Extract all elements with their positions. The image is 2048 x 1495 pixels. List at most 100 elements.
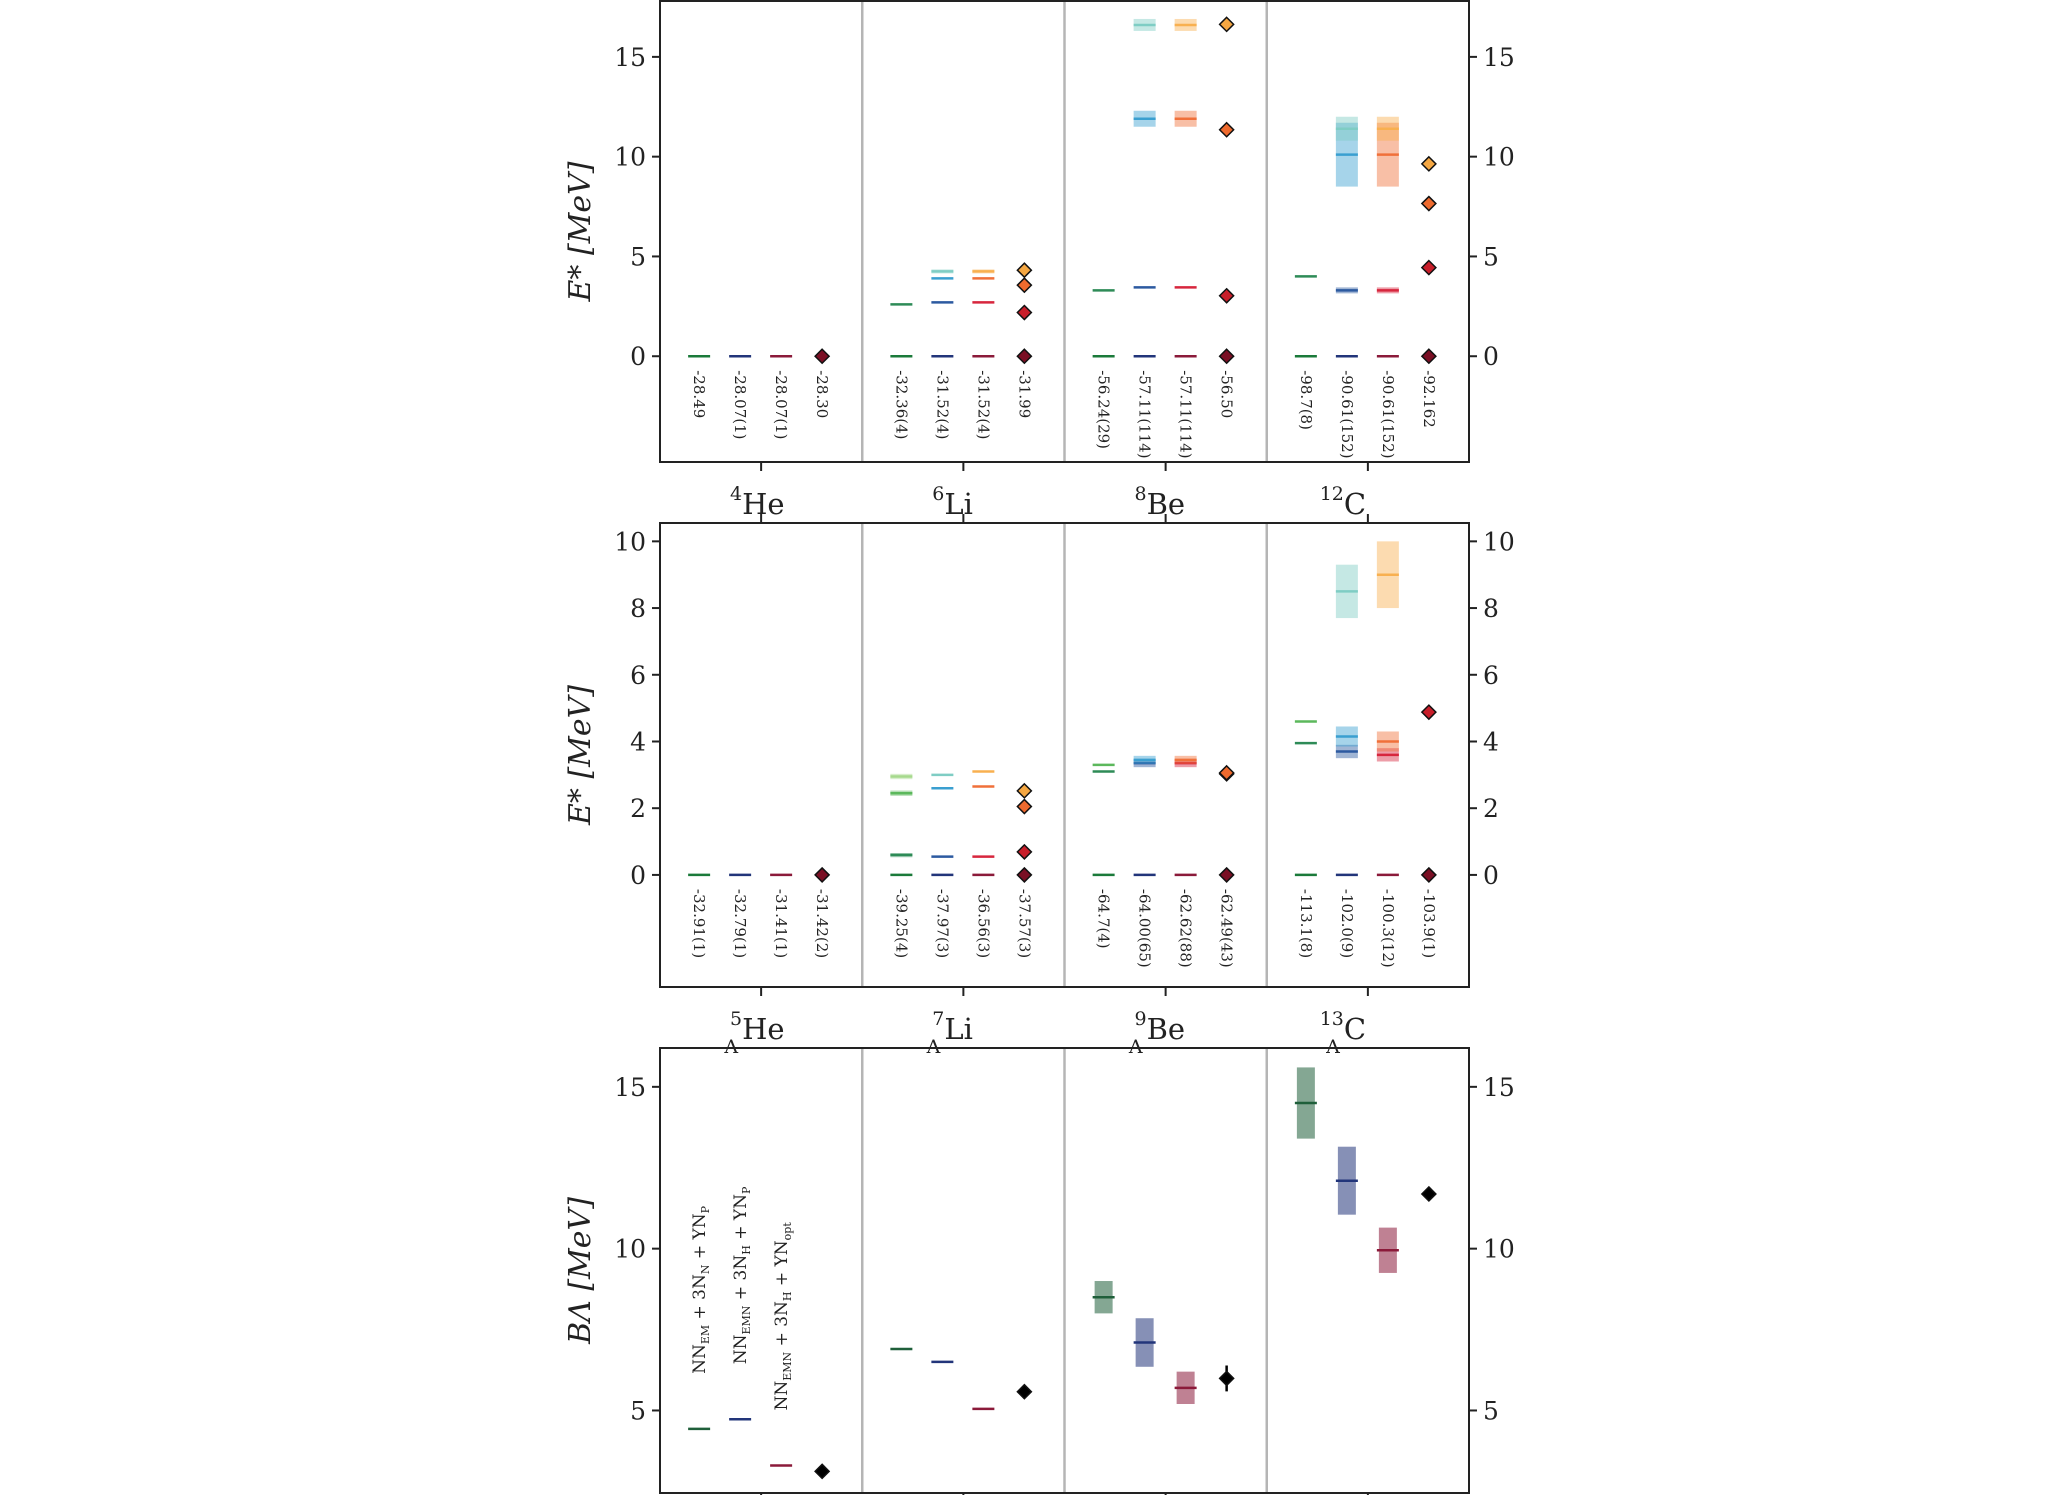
ground-state-energy-label: -64.00(65) [1136,889,1154,968]
experimental-level [1420,866,1437,883]
y-tick-label-right: 0 [1483,861,1499,890]
experimental-level [1420,155,1437,172]
plot-frame [659,1047,1470,1494]
element-symbol: C [1344,487,1366,521]
y-axis-label: E* [MeV] [563,685,598,826]
y-axis-label: E* [MeV] [563,161,598,302]
ground-state-energy-label: -31.41(1) [772,889,790,958]
ground-state-energy-label: -90.61(152) [1338,370,1356,458]
ground-state-energy-label: -28.07(1) [772,370,790,439]
experimental-level [1218,764,1235,781]
mass-number: 7 [932,1008,944,1030]
ground-state-energy-label: -32.36(4) [892,370,910,439]
y-tick-label-left: 15 [614,43,646,72]
y-tick-label-left: 0 [630,342,646,371]
y-tick-label-left: 0 [630,861,646,890]
experimental-level [1016,262,1033,279]
panel-1: 0 0 5 5 10 10 15 15 E* [MeV] 4 He 6 Li 8 Be 12 C -28.49 -2… [563,0,1515,521]
ground-state-energy-label: -31.52(4) [974,370,992,439]
y-tick-label-right: 8 [1483,594,1499,623]
element-symbol: He [742,487,784,521]
experimental-level [1016,866,1033,883]
legend-text: + 3N [772,1301,792,1352]
experimental-level [1218,16,1235,33]
y-tick-label-left: 6 [630,661,646,690]
ground-state-energy-label: -100.3(12) [1379,889,1397,968]
y-tick-label-right: 5 [1483,242,1499,271]
experimental-level [1218,348,1235,365]
ground-state-energy-label: -32.79(1) [731,889,749,958]
ground-state-energy-label: -37.57(3) [1015,889,1033,958]
ground-state-energy-label: -113.1(8) [1297,889,1315,958]
experimental-level [814,866,831,883]
mass-number: 4 [730,483,742,505]
ground-state-energy-label: -98.7(8) [1297,370,1315,430]
experimental-point [814,1463,831,1480]
mass-number: 8 [1135,483,1147,505]
x-tick-label-0: 4 He [730,483,785,521]
legend-text: NN [690,1344,710,1374]
ground-state-energy-label: -28.07(1) [731,370,749,439]
y-tick-label-right: 2 [1483,794,1499,823]
legend-subscript: H [781,1291,794,1301]
experimental-point [1218,1370,1235,1387]
ground-state-energy-label: -103.9(1) [1420,889,1438,958]
experimental-level [1016,304,1033,321]
legend-subscript: opt [781,1222,794,1241]
mass-number: 6 [932,483,944,505]
y-tick-label-right: 0 [1483,342,1499,371]
legend-text: + YN [731,1194,751,1245]
mass-number: 12 [1320,483,1344,505]
legend-text: + YN [690,1213,710,1264]
legend-subscript: EM [699,1325,712,1344]
ground-state-energy-label: -31.52(4) [933,370,951,439]
y-tick-label-left: 2 [630,794,646,823]
y-tick-label-left: 10 [614,1235,646,1264]
legend-text: + 3N [731,1255,751,1306]
legend-subscript: P [740,1186,753,1194]
ground-state-energy-label: -62.49(43) [1218,889,1236,968]
experimental-level [1218,287,1235,304]
y-axis-label: BΛ [MeV] [563,1197,598,1345]
ground-state-energy-label: -57.11(114) [1136,370,1154,458]
ground-state-energy-label: -90.61(152) [1379,370,1397,458]
y-tick-label-right: 4 [1483,727,1499,756]
experimental-level [1420,704,1437,721]
y-tick-label-right: 10 [1483,527,1515,556]
experimental-level [814,348,831,365]
experimental-level [1016,798,1033,815]
ground-state-energy-label: -64.7(4) [1095,889,1113,949]
y-tick-label-left: 15 [614,1073,646,1102]
experimental-level [1420,195,1437,212]
ground-state-energy-label: -28.49 [690,370,708,418]
experimental-level [1420,259,1437,276]
x-tick-label-1: 6 Li [932,483,973,521]
ground-state-energy-label: -57.11(114) [1177,370,1195,458]
ground-state-energy-label: -92.162 [1420,370,1438,428]
element-symbol: C [1344,1012,1366,1046]
experimental-level [1218,121,1235,138]
experimental-level [1016,782,1033,799]
plot-frame [659,0,1470,463]
x-tick-label-2: 8 Be [1135,483,1186,521]
legend-subscript: EMN [781,1351,794,1380]
legend-subscript: EMN [740,1305,753,1334]
ground-state-energy-label: -32.91(1) [690,889,708,958]
experimental-level [1016,843,1033,860]
mass-number: 13 [1320,1008,1344,1030]
legend-text: + 3N [690,1274,710,1325]
y-tick-label-left: 10 [614,527,646,556]
ground-state-energy-label: -56.24(29) [1095,370,1113,449]
legend-subscript: H [740,1245,753,1255]
ground-state-energy-label: -31.99 [1015,370,1033,418]
experimental-level [1016,348,1033,365]
y-tick-label-left: 4 [630,727,646,756]
ground-state-energy-label: -39.25(4) [892,889,910,958]
legend-text: NN [772,1381,792,1411]
